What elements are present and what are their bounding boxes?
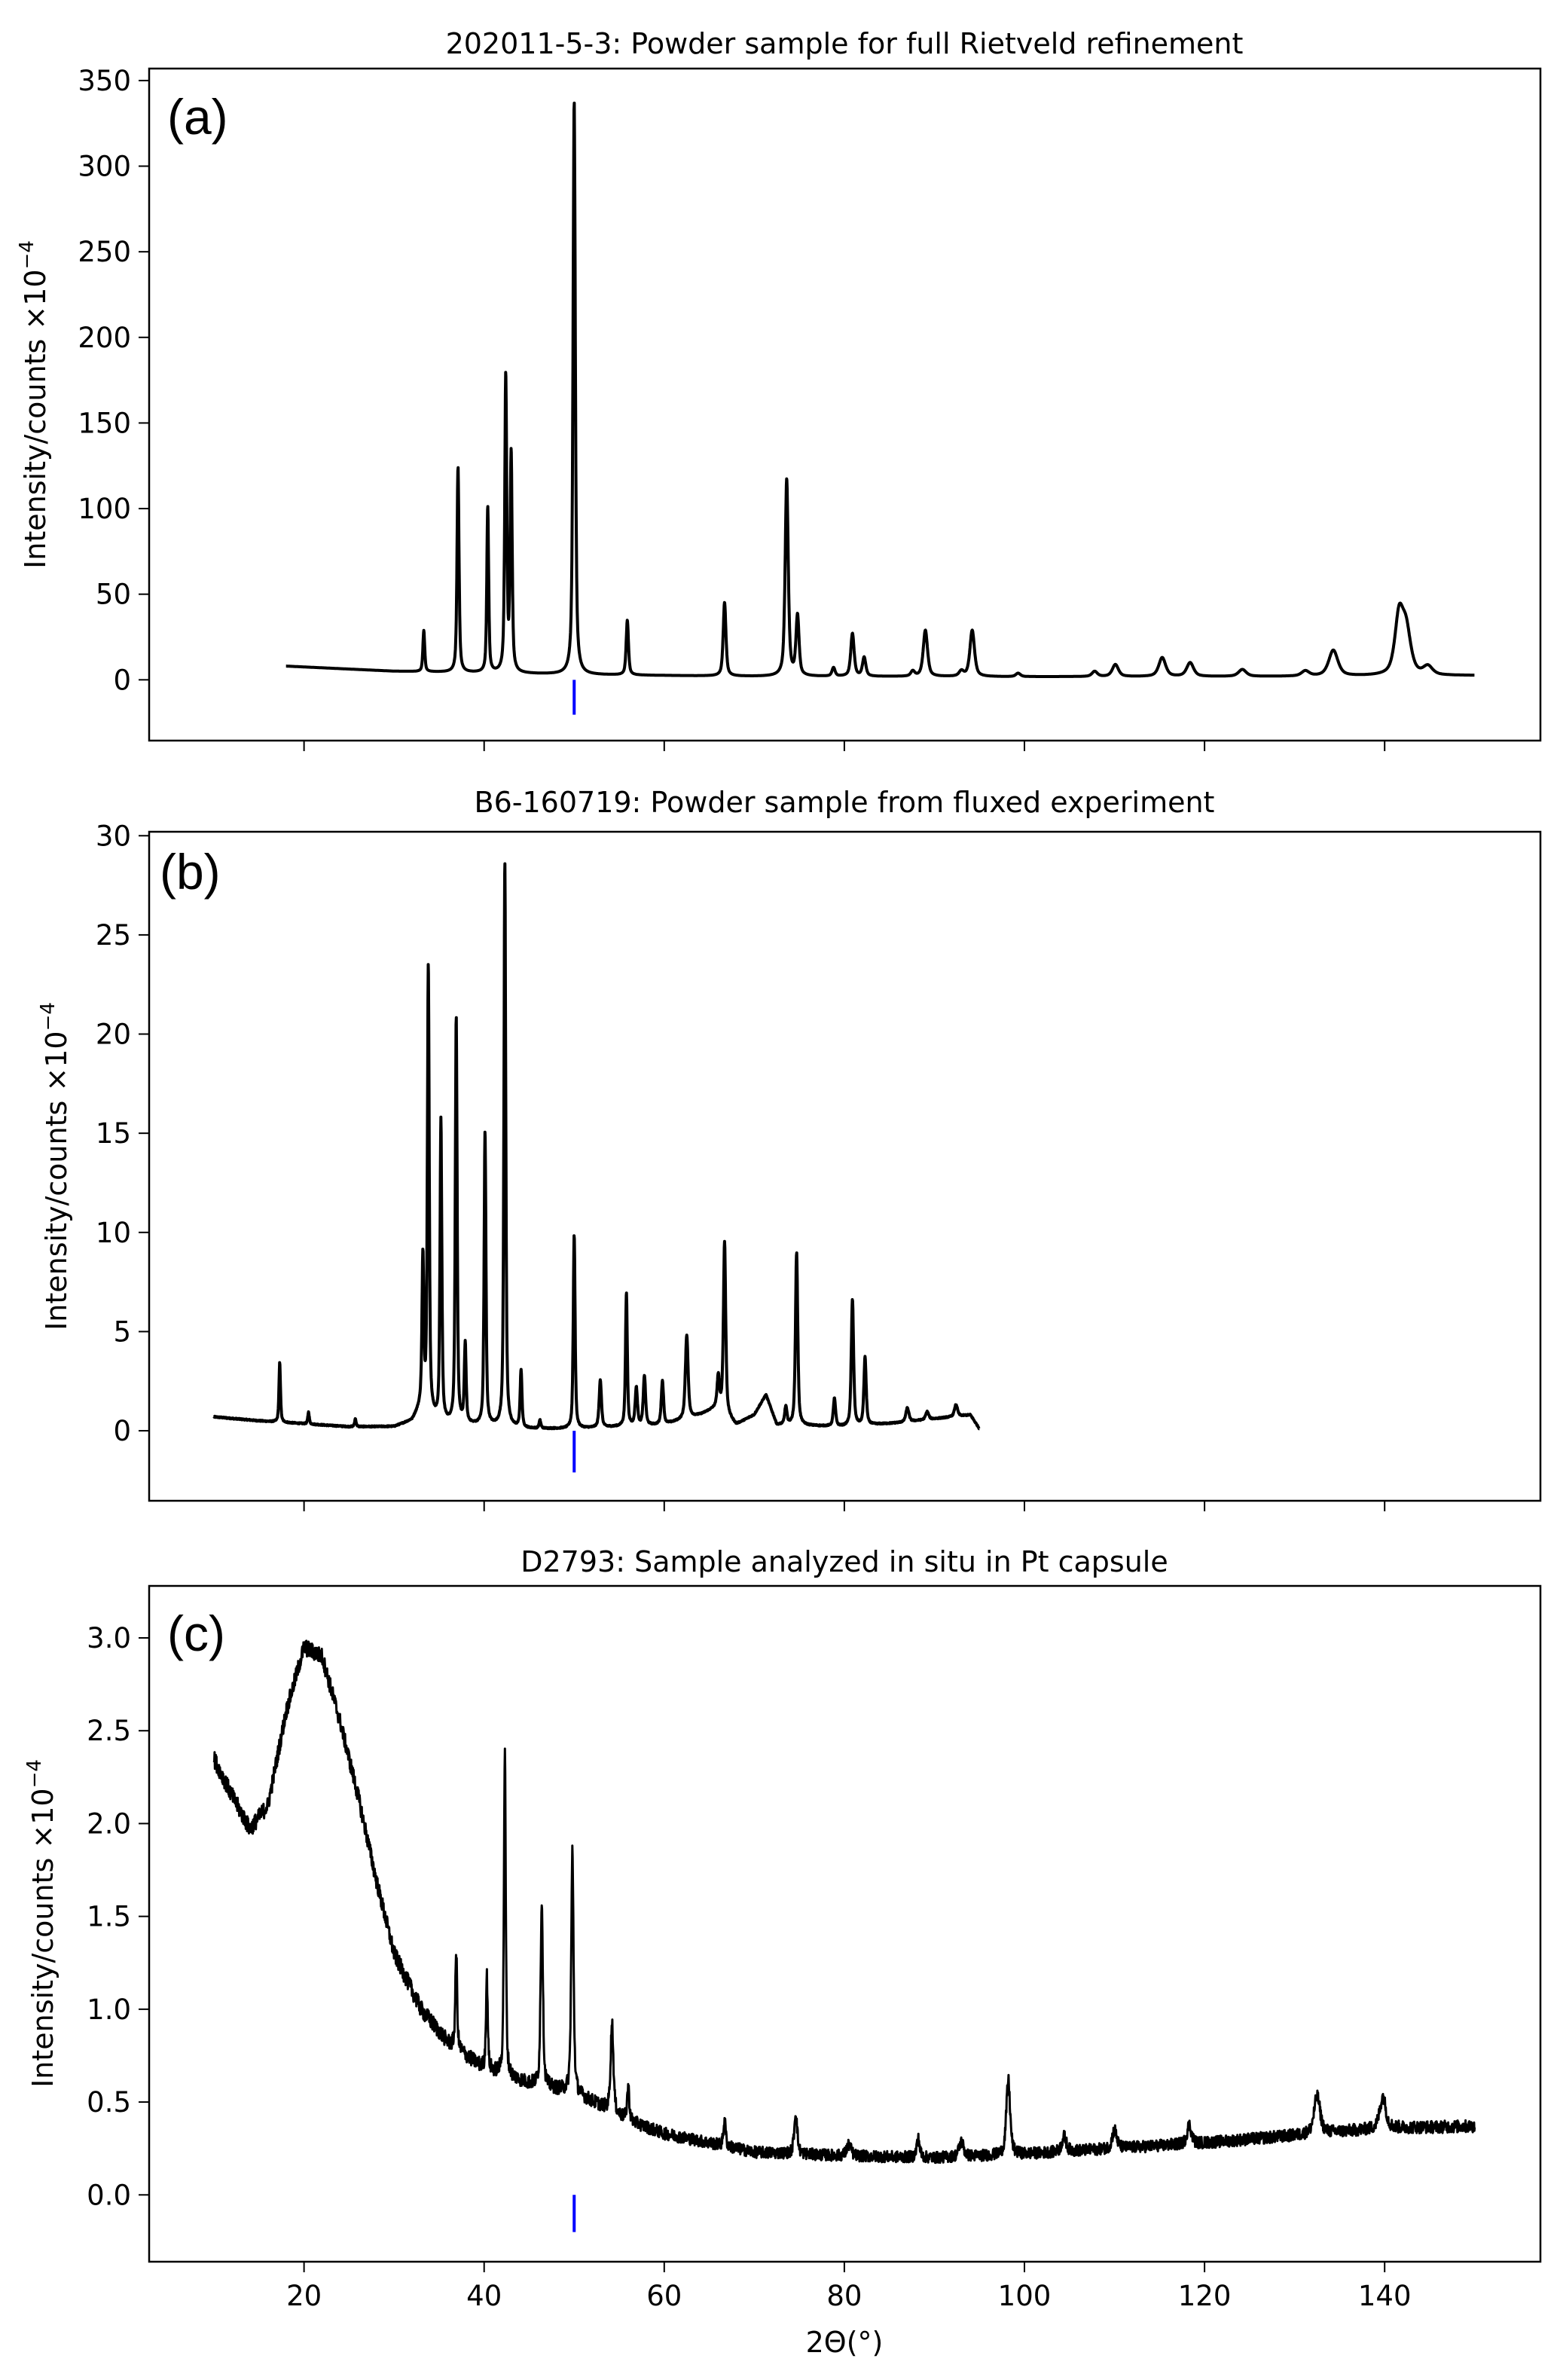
panel-a-ytick-label: 50 bbox=[96, 579, 131, 611]
panel-c-xtick-label: 60 bbox=[646, 2280, 682, 2312]
panel-b-pattern-line bbox=[212, 862, 981, 1431]
panel-c-plot: 20 40 60 80 100 120 140 0.0 0.5 1.0 1.5 2.0 2.5 3.0 bbox=[87, 1584, 1542, 2312]
panel-b-ytick-label: 10 bbox=[96, 1217, 131, 1249]
panel-c-ytick-label: 2.5 bbox=[87, 1715, 131, 1747]
panel-c-ytick-label: 1.5 bbox=[87, 1901, 131, 1933]
panel-c-label: (c) bbox=[167, 1606, 225, 1661]
panel-b-plot: 0 5 10 15 20 25 30 bbox=[96, 820, 1542, 1511]
panel-a-ytick-label: 100 bbox=[78, 493, 131, 525]
panel-c-xtick-label: 140 bbox=[1358, 2280, 1412, 2312]
panel-c-ylabel: Intensity/counts ×10−4 bbox=[23, 1759, 60, 2088]
panel-c-title: D2793: Sample analyzed in situ in Pt cap… bbox=[521, 1545, 1168, 1578]
panel-c-xtick-label: 80 bbox=[826, 2280, 862, 2312]
panel-c-ytick-label: 0.0 bbox=[87, 2179, 131, 2211]
panel-c-xtick-label: 20 bbox=[286, 2280, 322, 2312]
panel-c-xtick-label: 120 bbox=[1178, 2280, 1232, 2312]
panel-b-ytick-label: 15 bbox=[96, 1117, 131, 1150]
panel-a-ytick-label: 150 bbox=[78, 407, 131, 439]
panel-a-ytick-label: 0 bbox=[113, 664, 131, 696]
panel-b: B6-160719: Powder sample from fluxed exp… bbox=[37, 786, 1214, 1331]
panel-a-ytick-label: 350 bbox=[78, 65, 131, 97]
panel-c: D2793: Sample analyzed in situ in Pt cap… bbox=[23, 1545, 1168, 2359]
panel-a-ytick-label: 200 bbox=[78, 322, 131, 354]
panel-c-pattern-line bbox=[212, 1639, 1476, 2165]
panel-a-plot: 0 50 100 150 200 250 300 350 bbox=[78, 65, 1542, 751]
panel-b-ytick-label: 30 bbox=[96, 820, 131, 852]
panel-b-ytick-label: 20 bbox=[96, 1019, 131, 1051]
panel-c-ytick-label: 0.5 bbox=[87, 2086, 131, 2119]
panel-a-pattern-line bbox=[285, 101, 1476, 678]
panel-c-xtick-label: 40 bbox=[466, 2280, 502, 2312]
panel-a: 202011-5-3: Powder sample for full Rietv… bbox=[16, 27, 1243, 569]
panel-b-ylabel: Intensity/counts ×10−4 bbox=[37, 1002, 73, 1331]
panel-b-ytick-label: 0 bbox=[113, 1415, 131, 1447]
panel-b-title: B6-160719: Powder sample from fluxed exp… bbox=[475, 786, 1215, 819]
panel-c-ytick-label: 3.0 bbox=[87, 1622, 131, 1654]
panel-c-xtick-label: 100 bbox=[998, 2280, 1052, 2312]
panel-a-label: (a) bbox=[167, 89, 228, 145]
panel-a-title: 202011-5-3: Powder sample for full Rietv… bbox=[446, 27, 1244, 60]
panel-c-ytick-label: 1.0 bbox=[87, 1994, 131, 2026]
x-axis-label: 2Θ(°) bbox=[806, 2326, 884, 2359]
panel-a-ytick-label: 300 bbox=[78, 151, 131, 183]
panel-b-ytick-label: 25 bbox=[96, 919, 131, 952]
panel-b-label: (b) bbox=[160, 844, 221, 900]
panel-a-ylabel: Intensity/counts ×10−4 bbox=[16, 240, 52, 569]
panel-c-ytick-label: 2.0 bbox=[87, 1807, 131, 1840]
panel-a-ytick-label: 250 bbox=[78, 236, 131, 268]
panel-b-ytick-label: 5 bbox=[113, 1315, 131, 1348]
